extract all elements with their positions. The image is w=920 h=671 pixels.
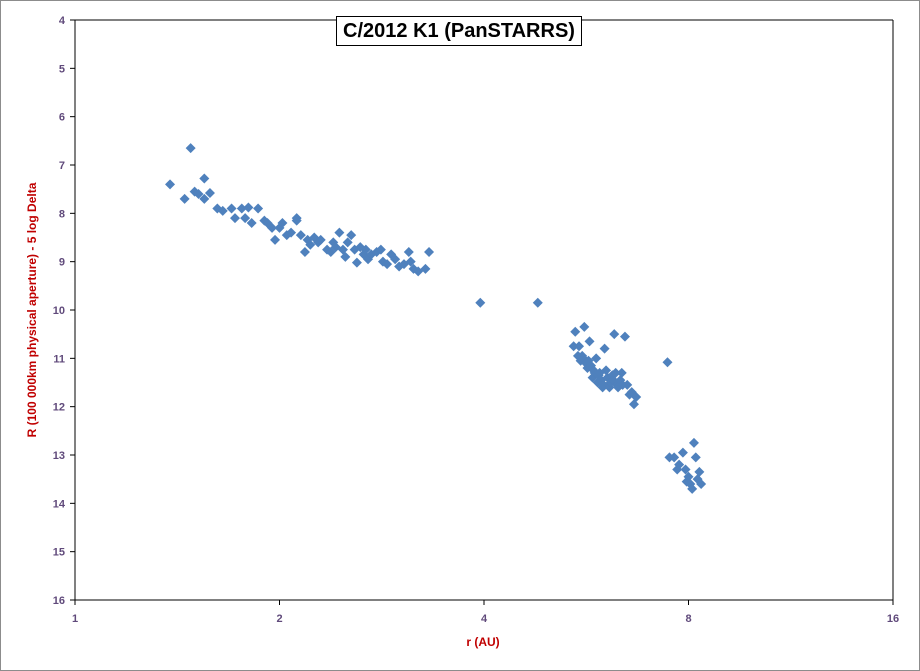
data-points [165,143,707,494]
data-point [628,399,639,410]
data-point [690,452,701,463]
data-point [199,193,210,204]
y-tick-label: 6 [59,112,65,124]
data-point [532,297,543,308]
data-point [631,392,642,402]
y-tick-label: 12 [53,402,65,414]
data-point [226,203,237,214]
y-tick-label: 15 [53,547,65,559]
data-point [342,237,353,248]
data-point [291,215,302,226]
data-point [305,239,316,250]
x-tick-label: 8 [685,613,691,625]
data-point [622,379,633,390]
data-point [579,321,590,332]
chart-title: C/2012 K1 (PanSTARRS) [343,19,575,42]
data-point [475,297,486,308]
data-point [299,247,310,257]
data-point [674,459,685,470]
data-point [360,244,371,255]
axes [74,19,894,601]
y-tick-label: 5 [59,63,65,75]
data-point [270,234,281,245]
data-point [204,188,215,199]
y-tick-label: 13 [53,450,65,462]
data-point [584,336,595,347]
data-point [619,331,630,342]
data-point [340,251,351,262]
data-point [351,257,362,268]
data-point [610,367,621,378]
x-tick-label: 2 [276,613,282,625]
data-point [696,479,707,489]
data-point [217,205,228,216]
data-point [334,227,345,238]
data-point [609,329,620,340]
data-point [240,213,251,224]
data-point [424,247,435,257]
x-tick-label: 16 [887,613,899,625]
data-point [680,464,691,475]
x-tick-label: 1 [72,613,78,625]
data-point [185,143,196,154]
data-point [315,234,326,245]
data-point [677,447,688,458]
data-point [403,247,414,257]
data-point [375,244,386,255]
data-point [574,341,585,352]
data-point [346,230,357,241]
y-tick-label: 10 [53,305,65,317]
data-point [243,202,254,213]
chart-title-box: C/2012 K1 (PanSTARRS) [336,16,582,46]
data-point [420,263,431,274]
data-point [669,452,680,463]
data-point [193,189,204,199]
data-point [694,466,705,477]
data-point [246,218,257,228]
data-point [165,179,176,190]
data-point [295,230,306,241]
data-point [616,367,627,378]
data-point [568,341,579,352]
data-point [688,437,699,448]
y-tick-label: 7 [59,160,65,172]
data-point [199,173,210,184]
data-point [179,193,190,204]
y-tick-label: 14 [53,498,66,510]
data-point [570,326,581,337]
data-point [390,254,401,265]
data-point [591,353,602,364]
data-point [662,357,673,368]
data-point [253,203,264,214]
data-point [286,227,297,238]
y-tick-label: 16 [53,595,65,607]
data-point [683,471,694,482]
y-tick-label: 9 [59,257,65,269]
data-point [230,213,241,224]
data-point [267,222,278,233]
x-tick-label: 4 [481,613,488,625]
data-point [236,203,247,214]
data-point [599,343,610,354]
y-tick-label: 8 [59,208,65,220]
y-tick-label: 11 [53,353,65,365]
x-axis-title: r (AU) [466,635,499,649]
data-point [382,259,393,270]
y-axis-title: R (100 000km physical aperture) - 5 log … [25,182,39,437]
data-point [601,365,612,376]
y-tick-label: 4 [59,15,66,27]
data-point [687,483,698,494]
data-point [405,256,416,267]
data-point [277,218,288,228]
